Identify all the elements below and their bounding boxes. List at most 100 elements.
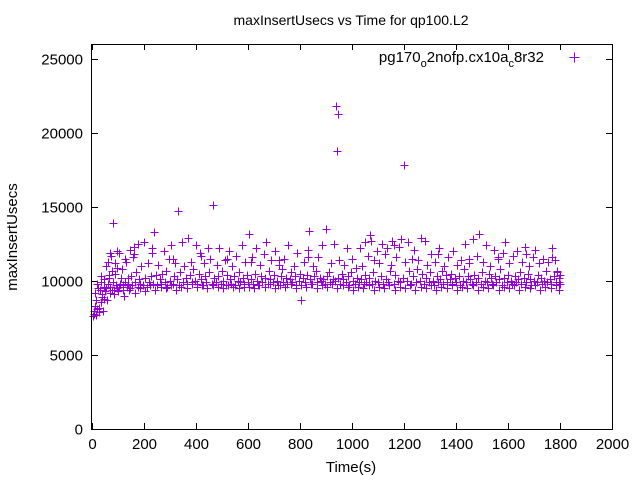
data-point — [333, 284, 342, 293]
legend-label: pg170o2nofp.cx10ac8r32 — [379, 49, 544, 70]
data-point — [167, 281, 176, 290]
data-point — [232, 252, 241, 261]
data-point — [443, 284, 452, 293]
data-point — [343, 244, 352, 253]
data-point — [446, 275, 455, 284]
data-point — [340, 261, 349, 270]
data-point — [394, 277, 403, 286]
data-point — [271, 284, 280, 293]
data-point — [111, 259, 120, 268]
data-point — [354, 283, 363, 292]
y-axis-label: maxInsertUsecs — [4, 183, 21, 291]
data-point — [113, 264, 122, 273]
data-point — [261, 283, 270, 292]
x-tick-label: 1200 — [388, 436, 421, 453]
data-point — [387, 261, 396, 270]
data-point — [487, 274, 496, 283]
data-point — [357, 275, 366, 284]
data-point — [409, 272, 418, 281]
data-point — [474, 274, 483, 283]
data-point — [353, 274, 362, 283]
data-point — [516, 268, 525, 277]
data-point — [297, 296, 306, 305]
data-point — [297, 281, 306, 290]
x-tick-label: 600 — [236, 436, 261, 453]
legend-label-part: 8r32 — [514, 49, 544, 66]
data-point — [465, 255, 474, 264]
data-point — [539, 255, 548, 264]
data-point — [407, 280, 416, 289]
data-point — [526, 284, 535, 293]
data-point — [240, 280, 249, 289]
data-point — [130, 250, 139, 259]
data-point — [261, 274, 270, 283]
data-point — [245, 283, 254, 292]
data-point — [118, 265, 127, 274]
data-point — [531, 281, 540, 290]
data-point — [391, 271, 400, 280]
data-point — [125, 286, 134, 295]
data-point — [411, 286, 420, 295]
data-point — [132, 268, 141, 277]
data-point — [251, 270, 260, 279]
data-point — [141, 274, 150, 283]
data-point — [266, 280, 275, 289]
data-point — [229, 283, 238, 292]
data-point — [436, 275, 445, 284]
data-point — [483, 278, 492, 287]
data-point — [513, 247, 522, 256]
data-point — [547, 284, 556, 293]
data-point — [115, 249, 124, 258]
data-point — [243, 271, 252, 280]
data-point — [150, 228, 159, 237]
data-point — [535, 259, 544, 268]
data-point — [97, 278, 106, 287]
data-point — [238, 241, 247, 250]
data-point — [498, 281, 507, 290]
data-point — [302, 283, 311, 292]
data-point — [495, 275, 504, 284]
data-point — [453, 286, 462, 295]
data-point — [209, 281, 218, 290]
data-point — [469, 281, 478, 290]
data-point — [388, 237, 397, 246]
data-point — [208, 280, 217, 289]
legend-label-part: 2nofp.cx10a — [427, 49, 509, 66]
data-point — [214, 283, 223, 292]
data-point — [466, 275, 475, 284]
data-point — [481, 277, 490, 286]
data-point — [104, 258, 113, 267]
data-point — [291, 272, 300, 281]
data-point — [218, 267, 227, 276]
data-point — [187, 258, 196, 267]
data-point — [330, 240, 339, 249]
data-point — [169, 255, 178, 264]
data-point — [300, 258, 309, 267]
data-point — [366, 231, 375, 240]
data-point — [248, 253, 257, 262]
x-tick-label: 200 — [132, 436, 157, 453]
data-point — [213, 261, 222, 270]
data-point — [189, 265, 198, 274]
data-point — [209, 201, 218, 210]
data-point — [151, 286, 160, 295]
data-point — [106, 249, 115, 258]
x-tick-label: 1400 — [440, 436, 473, 453]
data-point — [247, 275, 256, 284]
data-point — [488, 280, 497, 289]
data-point — [152, 271, 161, 280]
data-point — [110, 290, 119, 299]
data-point — [214, 272, 223, 281]
data-point — [183, 284, 192, 293]
data-point — [391, 286, 400, 295]
data-point — [449, 247, 458, 256]
data-point — [405, 267, 414, 276]
data-point — [525, 262, 534, 271]
legend: pg170o2nofp.cx10ac8r32 — [379, 49, 580, 70]
data-point — [451, 274, 460, 283]
data-point — [427, 281, 436, 290]
data-point — [473, 252, 482, 261]
data-point — [556, 280, 565, 289]
data-point — [281, 283, 290, 292]
